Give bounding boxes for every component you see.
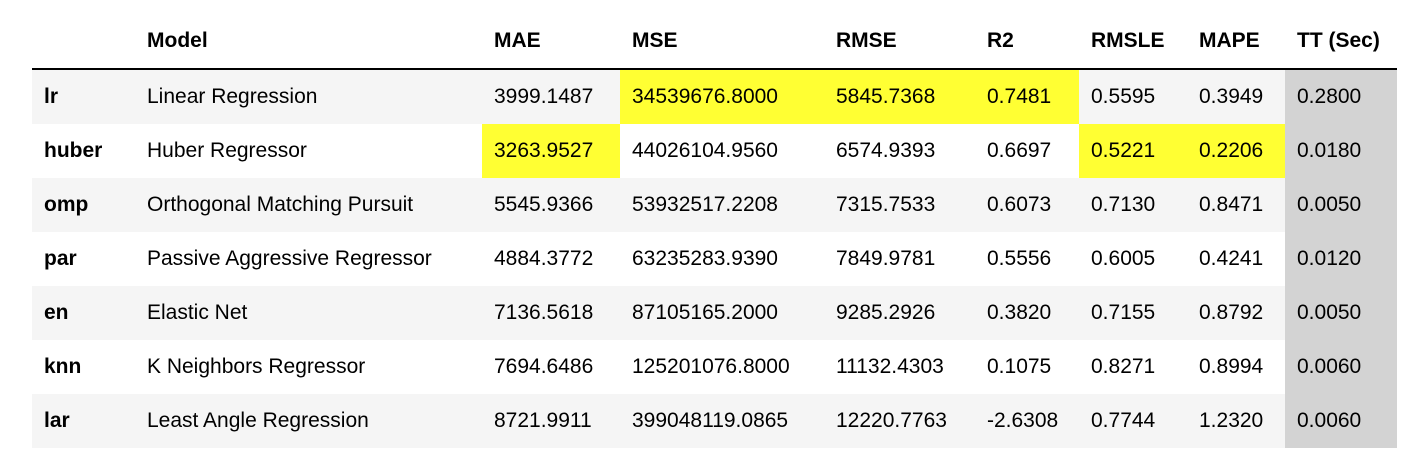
cell-model: Passive Aggressive Regressor — [147, 247, 432, 270]
cell-mape: 0.8792 — [1199, 301, 1264, 324]
cell-rmsle: 0.5595 — [1091, 85, 1156, 108]
cell-mape: 1.2320 — [1199, 409, 1264, 432]
cell-mse: 125201076.8000 — [632, 355, 790, 378]
row-index: lr — [44, 85, 59, 108]
row-index: omp — [44, 193, 89, 216]
cell-rmsle: 0.7744 — [1091, 409, 1156, 432]
header-row: Model MAE MSE RMSE R2 RMSLE MAPE TT (Sec… — [32, 14, 1397, 70]
cell-mae: 5545.9366 — [494, 193, 594, 216]
cell-rmse: 7849.9781 — [836, 247, 936, 270]
table-row: par Passive Aggressive Regressor 4884.37… — [32, 232, 1397, 286]
cell-mape: 0.8471 — [1199, 193, 1264, 216]
cell-mape: 0.3949 — [1199, 85, 1264, 108]
header-rmse: RMSE — [824, 14, 975, 70]
cell-rmse: 11132.4303 — [836, 355, 944, 378]
row-index: en — [44, 301, 69, 324]
table-row: huber Huber Regressor 3263.9527 44026104… — [32, 124, 1397, 178]
cell-r2: 0.1075 — [987, 355, 1052, 378]
row-index: par — [44, 247, 77, 270]
cell-model: Elastic Net — [147, 301, 248, 324]
cell-tt-sec: 0.0050 — [1285, 178, 1397, 232]
table-row: lr Linear Regression 3999.1487 34539676.… — [32, 69, 1397, 124]
header-tt-sec: TT (Sec) — [1285, 14, 1397, 70]
cell-r2: 0.7481 — [975, 69, 1079, 124]
cell-mae: 7136.5618 — [494, 301, 594, 324]
cell-mape: 0.8994 — [1199, 355, 1264, 378]
cell-model: Linear Regression — [147, 85, 318, 108]
cell-rmse: 9285.2926 — [836, 301, 936, 324]
cell-rmsle: 0.5221 — [1079, 124, 1187, 178]
cell-r2: 0.6073 — [987, 193, 1052, 216]
header-r2: R2 — [975, 14, 1079, 70]
cell-mae: 8721.9911 — [494, 409, 592, 432]
cell-mse: 63235283.9390 — [632, 247, 778, 270]
row-index: lar — [44, 409, 70, 432]
cell-mse: 34539676.8000 — [620, 69, 824, 124]
cell-mse: 87105165.2000 — [632, 301, 778, 324]
cell-tt-sec: 0.0050 — [1285, 286, 1397, 340]
cell-mae: 4884.3772 — [494, 247, 594, 270]
cell-mae: 7694.6486 — [494, 355, 594, 378]
cell-tt-sec: 0.0060 — [1285, 394, 1397, 448]
cell-mae: 3999.1487 — [494, 85, 594, 108]
cell-tt-sec: 0.2800 — [1285, 69, 1397, 124]
cell-r2: -2.6308 — [987, 409, 1059, 432]
cell-rmse: 6574.9393 — [836, 139, 936, 162]
cell-r2: 0.3820 — [987, 301, 1052, 324]
header-mape: MAPE — [1187, 14, 1285, 70]
row-index: knn — [44, 355, 82, 378]
cell-rmsle: 0.6005 — [1091, 247, 1156, 270]
cell-rmsle: 0.8271 — [1091, 355, 1156, 378]
cell-mae: 3263.9527 — [482, 124, 620, 178]
cell-tt-sec: 0.0180 — [1285, 124, 1397, 178]
cell-rmse: 7315.7533 — [836, 193, 936, 216]
cell-rmsle: 0.7130 — [1091, 193, 1156, 216]
model-comparison-table: Model MAE MSE RMSE R2 RMSLE MAPE TT (Sec… — [32, 14, 1397, 448]
cell-rmse: 5845.7368 — [824, 69, 975, 124]
cell-tt-sec: 0.0060 — [1285, 340, 1397, 394]
cell-mape: 0.4241 — [1199, 247, 1264, 270]
row-index: huber — [44, 139, 103, 162]
header-model: Model — [135, 14, 482, 70]
table-row: en Elastic Net 7136.5618 87105165.2000 9… — [32, 286, 1397, 340]
table-row: lar Least Angle Regression 8721.9911 399… — [32, 394, 1397, 448]
header-index — [32, 14, 135, 70]
cell-mse: 53932517.2208 — [632, 193, 778, 216]
cell-model: Least Angle Regression — [147, 409, 369, 432]
cell-r2: 0.6697 — [987, 139, 1052, 162]
header-mse: MSE — [620, 14, 824, 70]
cell-mse: 399048119.0865 — [632, 409, 789, 432]
cell-model: Huber Regressor — [147, 139, 307, 162]
cell-r2: 0.5556 — [987, 247, 1052, 270]
cell-mse: 44026104.9560 — [632, 139, 778, 162]
cell-model: K Neighbors Regressor — [147, 355, 366, 378]
cell-rmse: 12220.7763 — [836, 409, 947, 432]
table-row: omp Orthogonal Matching Pursuit 5545.936… — [32, 178, 1397, 232]
table-row: knn K Neighbors Regressor 7694.6486 1252… — [32, 340, 1397, 394]
header-rmsle: RMSLE — [1079, 14, 1187, 70]
cell-mape: 0.2206 — [1187, 124, 1285, 178]
model-comparison-table-container: Model MAE MSE RMSE R2 RMSLE MAPE TT (Sec… — [32, 14, 1397, 448]
cell-tt-sec: 0.0120 — [1285, 232, 1397, 286]
header-mae: MAE — [482, 14, 620, 70]
cell-model: Orthogonal Matching Pursuit — [147, 193, 414, 216]
cell-rmsle: 0.7155 — [1091, 301, 1156, 324]
